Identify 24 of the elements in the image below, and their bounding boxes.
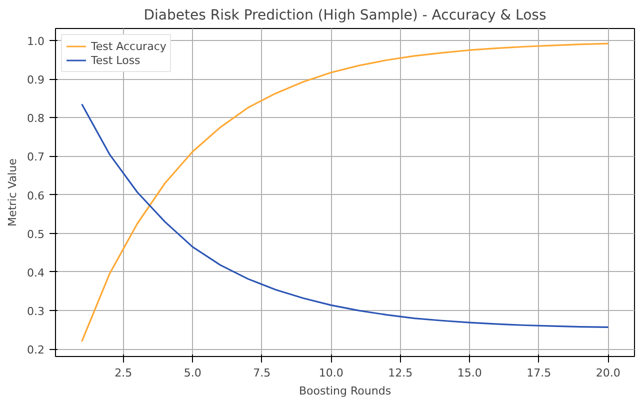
x-tick-label: 2.5 (114, 366, 132, 380)
x-tick-label: 20.0 (596, 366, 620, 380)
y-tick-label: 0.7 (27, 150, 45, 164)
x-tick-label: 12.5 (388, 366, 413, 380)
x-tick-label: 15.0 (457, 366, 482, 380)
x-tick-label: 5.0 (184, 366, 202, 380)
x-tick-label: 17.5 (526, 366, 552, 380)
y-tick-label: 0.5 (27, 228, 45, 241)
y-tick-label: 0.3 (27, 305, 45, 318)
y-tick-label: 0.2 (27, 344, 45, 357)
y-tick-label: 0.8 (27, 112, 45, 126)
y-tick-label: 0.4 (27, 266, 45, 280)
legend-label: Test Accuracy (91, 39, 166, 53)
y-tick-label: 0.6 (27, 189, 45, 202)
x-tick-label: 7.5 (253, 366, 271, 380)
legend-label: Test Loss (91, 53, 140, 67)
chart-title: Diabetes Risk Prediction (High Sample) - Accuracy & Loss (144, 8, 546, 24)
x-tick-label: 10.0 (318, 366, 344, 380)
y-axis-title: Metric Value (6, 158, 20, 226)
y-tick-label: 0.9 (27, 74, 45, 87)
x-axis-title: Boosting Rounds (298, 384, 392, 398)
line-series (81, 103, 609, 328)
y-tick-label: 1.0 (27, 34, 45, 48)
line-series (81, 42, 609, 342)
